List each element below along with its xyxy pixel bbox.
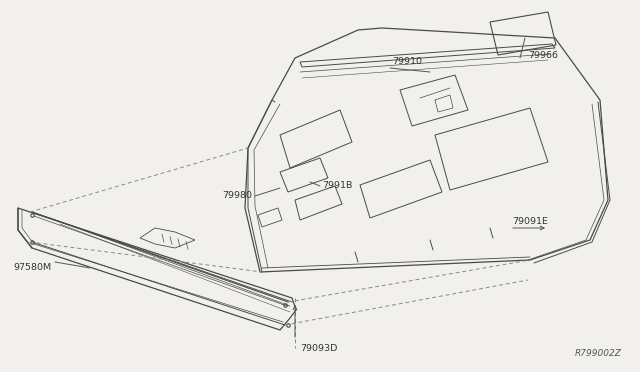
Text: 79091E: 79091E	[512, 217, 548, 226]
Text: 79093D: 79093D	[300, 344, 337, 353]
Text: 79910: 79910	[392, 57, 422, 66]
Text: 7991B: 7991B	[322, 182, 353, 190]
Text: R799002Z: R799002Z	[575, 349, 622, 358]
Text: 79966: 79966	[528, 51, 558, 61]
Text: 97580M: 97580M	[14, 263, 52, 273]
Text: 79980: 79980	[222, 192, 252, 201]
